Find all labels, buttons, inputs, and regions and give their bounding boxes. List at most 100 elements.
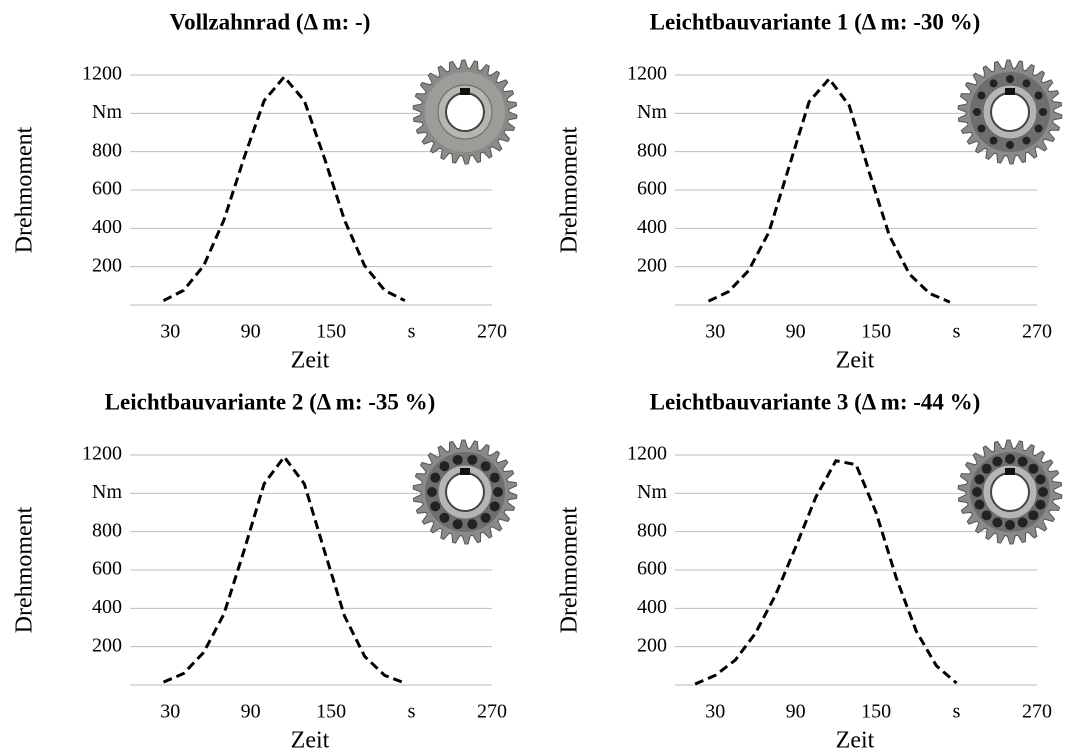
gear-hole	[1035, 499, 1046, 510]
y-tick-label: 1200	[82, 443, 122, 465]
x-tick-label: 90	[786, 701, 806, 723]
x-tick-label: 150	[861, 321, 891, 343]
y-tick-label: Nm	[92, 101, 122, 123]
gear-hole	[1039, 108, 1047, 116]
gear-hole	[1017, 517, 1028, 528]
gear-hole	[1038, 487, 1048, 497]
y-tick-label: 800	[92, 519, 122, 541]
gear-hole	[989, 136, 998, 145]
y-tick-label: 600	[92, 558, 122, 580]
x-tick-label: s	[953, 701, 961, 723]
x-tick-label: s	[408, 321, 416, 343]
gear-bore	[990, 92, 1030, 132]
y-tick-label: 800	[637, 519, 667, 541]
chart-title: Leichtbauvariante 2 (Δ m: -35 %)	[105, 389, 436, 414]
gear-bore	[445, 92, 485, 132]
gear-bore	[990, 472, 1030, 512]
gear-hole	[430, 501, 441, 512]
gear-hole	[480, 461, 491, 472]
y-tick-label: 1200	[627, 63, 667, 85]
gear-hole	[974, 474, 985, 485]
y-axis-label: Drehmoment	[557, 506, 583, 633]
gear-hole	[977, 91, 986, 100]
x-tick-label: 90	[241, 321, 261, 343]
subplot: Leichtbauvariante 3 (Δ m: -44 %) Drehmome…	[557, 389, 1063, 754]
gear-hole	[992, 517, 1003, 528]
gear-hole	[1006, 141, 1014, 149]
gear-keyway	[1005, 468, 1015, 475]
gear-hole	[981, 463, 992, 474]
x-axis-label: Zeit	[836, 348, 875, 374]
gear-hole	[489, 472, 500, 483]
data-line	[162, 74, 406, 302]
gear-hole	[427, 487, 437, 497]
x-tick-label: 30	[160, 701, 180, 723]
y-axis-label: Drehmoment	[12, 126, 38, 253]
y-axis-label: Drehmoment	[12, 506, 38, 633]
x-tick-label: s	[953, 321, 961, 343]
y-tick-label: 200	[637, 634, 667, 656]
subplot: Vollzahnrad (Δ m: -) Drehmoment Zeit 200 400…	[12, 9, 518, 374]
x-tick-label: 150	[316, 701, 346, 723]
gear-hole	[974, 499, 985, 510]
x-tick-label: 30	[705, 321, 725, 343]
subplot: Leichtbauvariante 1 (Δ m: -30 %) Drehmome…	[557, 9, 1063, 374]
y-tick-label: 600	[637, 558, 667, 580]
gear-hole	[493, 487, 503, 497]
y-tick-label: Nm	[637, 101, 667, 123]
gear-hole	[1028, 510, 1039, 521]
y-tick-label: 400	[637, 596, 667, 618]
x-tick-label: 90	[241, 701, 261, 723]
gear-hole	[1017, 456, 1028, 467]
gear-keyway	[460, 88, 470, 95]
y-tick-label: 200	[92, 634, 122, 656]
gear-bore	[445, 472, 485, 512]
x-tick-label: 270	[477, 321, 507, 343]
x-tick-label: 270	[477, 701, 507, 723]
y-tick-label: 1200	[82, 63, 122, 85]
gear-hole	[439, 512, 450, 523]
gear-hole	[1022, 136, 1031, 145]
gear-hole	[1028, 463, 1039, 474]
gear-hole	[452, 519, 463, 530]
y-tick-label: 200	[92, 254, 122, 276]
y-tick-label: Nm	[92, 481, 122, 503]
x-axis-label: Zeit	[836, 728, 875, 754]
y-tick-label: 800	[92, 139, 122, 161]
x-tick-label: 270	[1022, 701, 1052, 723]
gear-hole	[989, 79, 998, 88]
gear-hole	[981, 510, 992, 521]
y-tick-label: 600	[92, 178, 122, 200]
gear-keyway	[460, 468, 470, 475]
gear-hole	[439, 461, 450, 472]
gear-hole	[452, 454, 463, 465]
gear-hole	[1034, 91, 1043, 100]
gear-hole	[1022, 79, 1031, 88]
x-tick-label: 150	[316, 321, 346, 343]
chart-title: Vollzahnrad (Δ m: -)	[170, 9, 371, 34]
x-tick-label: 30	[705, 701, 725, 723]
gear-hole	[992, 456, 1003, 467]
gear-keyway	[1005, 88, 1015, 95]
data-line	[694, 459, 958, 686]
y-tick-label: 400	[92, 216, 122, 238]
y-tick-label: Nm	[637, 481, 667, 503]
y-tick-label: 800	[637, 139, 667, 161]
x-tick-label: 270	[1022, 321, 1052, 343]
gear-hole	[1034, 124, 1043, 133]
gear-hole	[977, 124, 986, 133]
data-line	[162, 454, 406, 685]
gear-hole	[1005, 454, 1015, 464]
y-tick-label: 400	[92, 596, 122, 618]
gear-hole	[1006, 75, 1014, 83]
subplot: Leichtbauvariante 2 (Δ m: -35 %) Drehmome…	[12, 389, 518, 754]
y-tick-label: 400	[637, 216, 667, 238]
gear-hole	[1005, 520, 1015, 530]
x-tick-label: s	[408, 701, 416, 723]
y-tick-label: 1200	[627, 443, 667, 465]
gear-hole	[489, 501, 500, 512]
gear-hole	[973, 108, 981, 116]
gear-hole	[480, 512, 491, 523]
gear-hole	[430, 472, 441, 483]
